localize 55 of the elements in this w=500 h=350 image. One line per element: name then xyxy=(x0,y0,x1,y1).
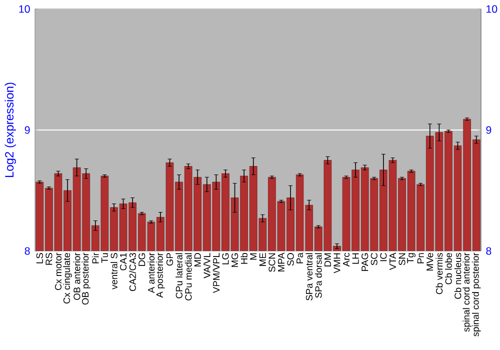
y2-tick-label: 10 xyxy=(486,5,498,13)
x-tick-label: ME xyxy=(259,253,266,266)
x-tick-label: CA1 xyxy=(120,253,127,270)
x-tick-label: SPa ventral xyxy=(306,253,313,300)
x-tick-label: VMH xyxy=(334,253,340,274)
x-tick-label: LH xyxy=(352,253,359,264)
x-tick-label: Tg xyxy=(407,253,416,264)
x-tick-label: Cb lobe xyxy=(445,253,452,284)
x-tick-label: Cx motor xyxy=(54,252,62,290)
x-tick-label: VTA xyxy=(390,252,396,270)
x-tick-label: SC xyxy=(370,252,378,266)
x-tick-label: spinal cord anterior xyxy=(462,252,472,332)
x-tick-label: A anterior xyxy=(148,252,155,294)
x-tick-label: PAG xyxy=(362,253,368,271)
x-tick-label: SCN xyxy=(268,253,276,272)
x-tick-label: Arc xyxy=(343,252,350,267)
x-tick-label: OB anterior xyxy=(73,252,80,300)
x-tick-label: LG xyxy=(222,253,229,264)
x-tick-label: SO xyxy=(287,253,294,266)
x-tick-label: Cx cingulate xyxy=(63,253,72,304)
x-tick-label: Hb xyxy=(240,253,248,264)
x-tick-label: MG xyxy=(231,253,238,267)
x-tick-label: A posterior xyxy=(156,252,165,298)
x-tick-label: SN xyxy=(398,253,406,266)
x-tick-label: LS xyxy=(36,253,43,264)
x-tick-label: Tu xyxy=(101,253,108,263)
x-tick-label: ventral S xyxy=(110,253,118,290)
x-tick-label: CA2/CA3 xyxy=(129,253,136,292)
x-tick-label: CPu medial xyxy=(184,253,192,300)
x-tick-label: MPA xyxy=(278,252,284,272)
x-tick-label: IC xyxy=(380,252,387,262)
x-tick-label: Pa xyxy=(296,252,304,264)
x-tick-label: SPa dorsal xyxy=(314,253,322,298)
y-tick-label: 9 xyxy=(24,126,30,134)
y2-tick-label: 8 xyxy=(486,247,492,255)
x-tick-label: GP xyxy=(166,253,174,266)
x-tick-label: Cb vermis xyxy=(436,252,443,294)
x-tick-label: MD xyxy=(194,253,201,266)
x-tick-label: Pir xyxy=(92,252,99,264)
x-tick-label: OB posterior xyxy=(82,252,90,305)
x-tick-label: VPM/VPL xyxy=(212,252,220,294)
y-tick-label: 10 xyxy=(19,5,30,13)
x-tick-label: DG xyxy=(138,253,146,266)
x-tick-label: CPu lateral xyxy=(176,253,182,298)
x-tick-label: Cb nucleus xyxy=(454,252,462,299)
x-tick-label: Pn xyxy=(417,253,424,264)
y2-tick-label: 9 xyxy=(486,126,492,134)
x-tick-label: M xyxy=(250,253,257,260)
x-tick-label: RS xyxy=(46,253,52,265)
x-tick-label: spinal cord posterior xyxy=(472,252,481,336)
x-tick-label: DM xyxy=(324,253,331,266)
y-tick-label: 8 xyxy=(24,247,30,255)
y-axis-title: Log2 (expression) xyxy=(4,82,16,178)
x-tick-label: MVe xyxy=(426,253,434,271)
x-tick-label: VA/VL xyxy=(203,252,210,278)
